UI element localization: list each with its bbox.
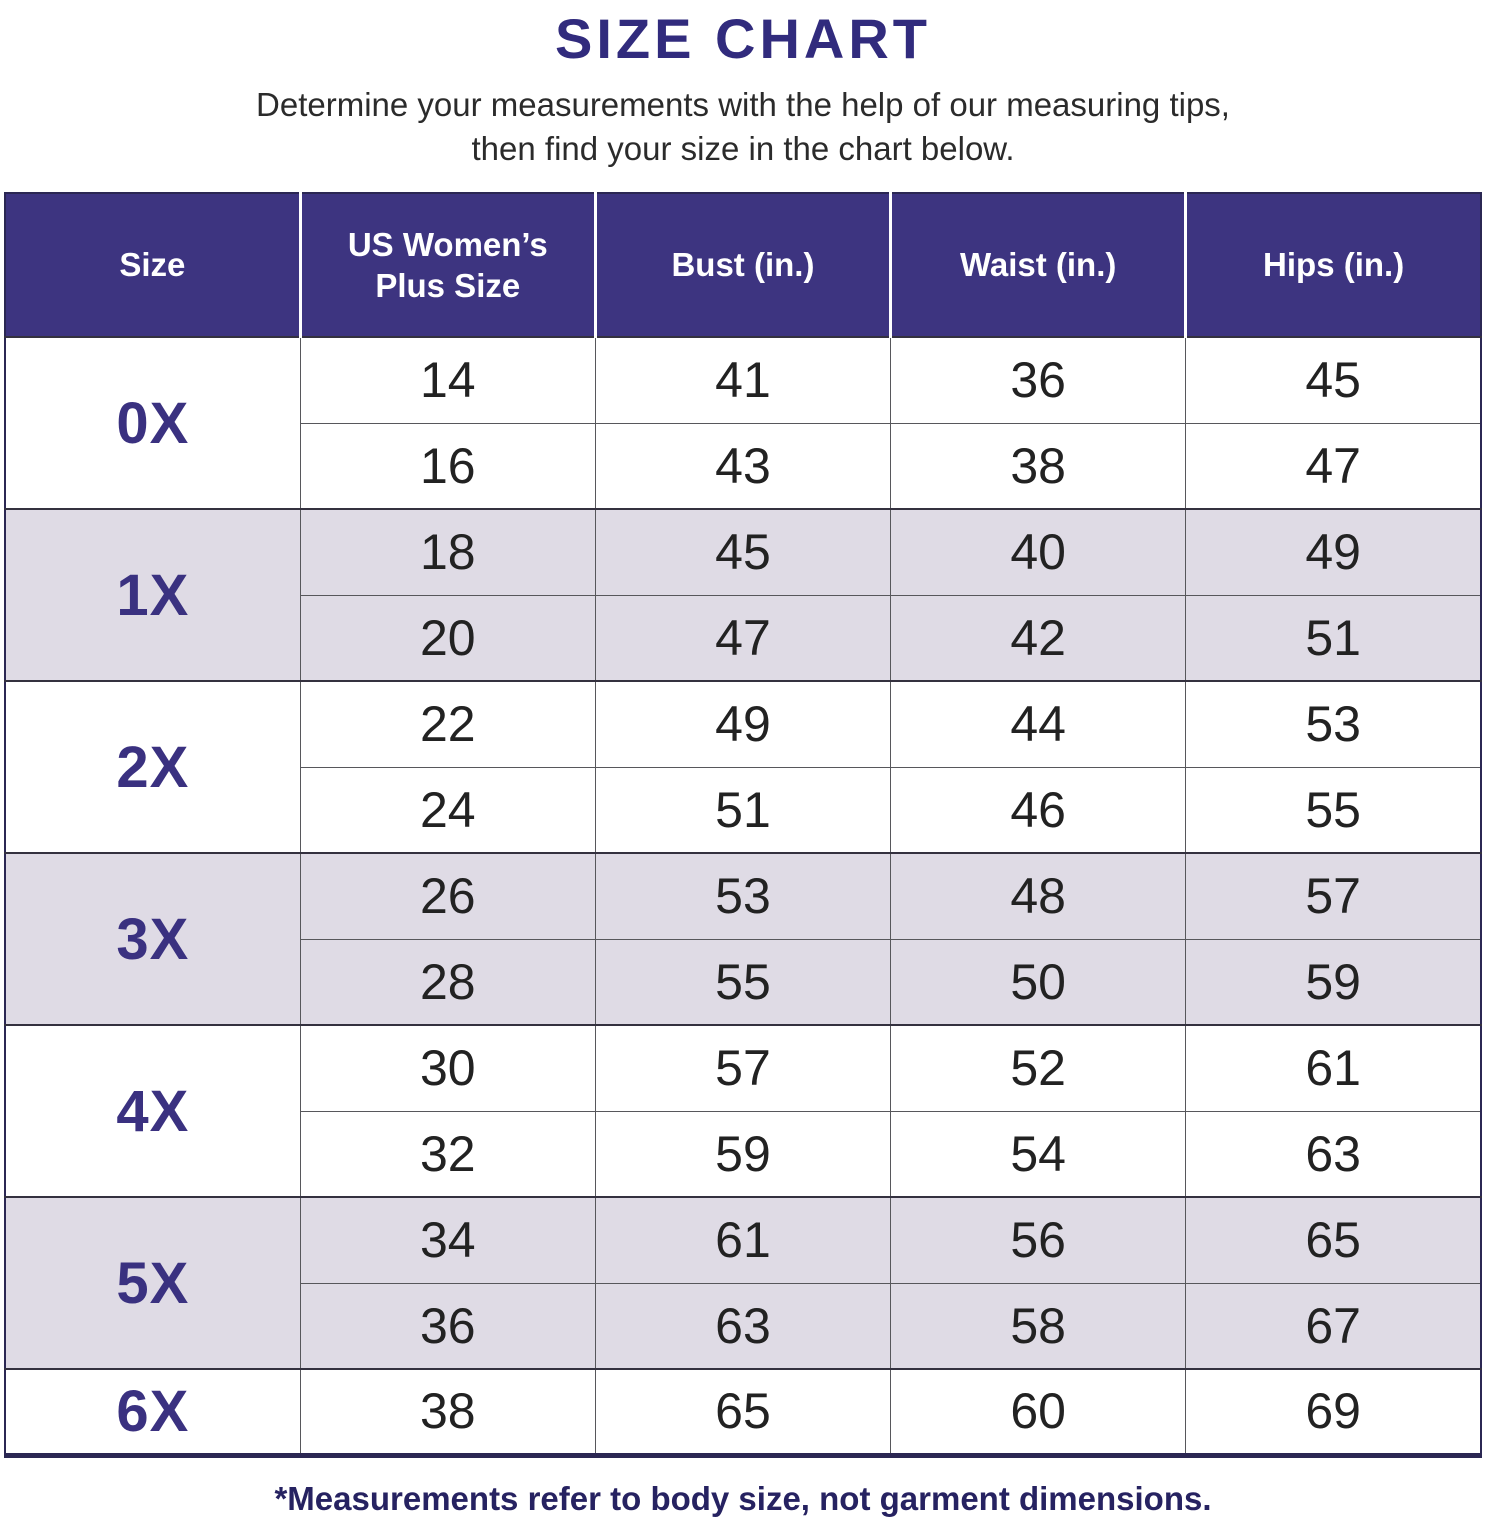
measurement-cell: 30 xyxy=(299,1024,596,1112)
table-row: 16 43 38 47 xyxy=(5,422,1482,510)
measurement-cell: 53 xyxy=(594,852,892,940)
size-group-label: 0X xyxy=(4,336,301,510)
column-header-waist: Waist (in.) xyxy=(889,193,1186,339)
size-group-label: 3X xyxy=(4,852,301,1026)
measurement-cell: 47 xyxy=(1185,422,1482,510)
table-row: 24 51 46 55 xyxy=(5,766,1482,854)
measurement-cell: 57 xyxy=(594,1024,892,1112)
size-table-body: 0X 14 41 36 45 16 43 38 47 1X 18 45 40 49 20 47 42 51 2X 22… xyxy=(4,336,1482,1456)
measurement-cell: 63 xyxy=(594,1282,892,1370)
measurement-cell: 34 xyxy=(299,1196,596,1284)
measurement-cell: 60 xyxy=(890,1368,1187,1456)
measurement-cell: 56 xyxy=(890,1196,1187,1284)
measurement-cell: 65 xyxy=(594,1368,892,1456)
measurement-cell: 47 xyxy=(594,594,892,682)
measurement-cell: 67 xyxy=(1185,1282,1482,1370)
measurement-cell: 38 xyxy=(890,422,1187,510)
table-row: 32 59 54 63 xyxy=(5,1110,1482,1198)
measurement-cell: 55 xyxy=(1185,766,1482,854)
subtitle-line-2: then find your size in the chart below. xyxy=(471,129,1015,167)
measurement-cell: 53 xyxy=(1185,680,1482,768)
measurement-cell: 20 xyxy=(299,594,596,682)
measurement-cell: 36 xyxy=(890,336,1187,424)
measurement-cell: 14 xyxy=(299,336,596,424)
measurement-cell: 45 xyxy=(1185,336,1482,424)
measurement-cell: 63 xyxy=(1185,1110,1482,1198)
measurement-cell: 24 xyxy=(299,766,596,854)
table-row: 1X 18 45 40 49 xyxy=(4,508,1482,682)
measurement-cell: 16 xyxy=(299,422,596,510)
table-row: 6X 38 65 60 69 xyxy=(4,1368,1482,1456)
table-row: 20 47 42 51 xyxy=(5,594,1482,682)
measurement-cell: 28 xyxy=(299,938,596,1026)
measurement-cell: 59 xyxy=(594,1110,892,1198)
table-row: 36 63 58 67 xyxy=(5,1282,1482,1370)
measurement-cell: 61 xyxy=(594,1196,892,1284)
column-header-hips: Hips (in.) xyxy=(1184,193,1481,339)
page-title: SIZE CHART xyxy=(555,7,931,70)
size-group-label: 4X xyxy=(4,1024,301,1198)
table-row: 5X 34 61 56 65 xyxy=(4,1196,1482,1370)
measurement-cell: 65 xyxy=(1185,1196,1482,1284)
measurement-cell: 48 xyxy=(890,852,1187,940)
measurement-cell: 44 xyxy=(890,680,1187,768)
size-group-label: 1X xyxy=(4,508,301,682)
measurement-cell: 49 xyxy=(594,680,892,768)
subtitle-line-1: Determine your measurements with the hel… xyxy=(256,86,1230,123)
measurement-cell: 51 xyxy=(1185,594,1482,682)
measurement-cell: 36 xyxy=(299,1282,596,1370)
measurement-cell: 50 xyxy=(890,938,1187,1026)
measurement-cell: 43 xyxy=(594,422,892,510)
measurement-cell: 69 xyxy=(1185,1368,1482,1456)
size-group-label: 6X xyxy=(4,1368,301,1456)
measurement-cell: 61 xyxy=(1185,1024,1482,1112)
table-row: 4X 30 57 52 61 xyxy=(4,1024,1482,1198)
size-group-label: 2X xyxy=(4,680,301,854)
measurement-cell: 26 xyxy=(299,852,596,940)
measurement-cell: 54 xyxy=(890,1110,1187,1198)
column-header-us-plus-size: US Women’s Plus Size xyxy=(298,193,596,339)
measurement-cell: 52 xyxy=(890,1024,1187,1112)
measurement-cell: 40 xyxy=(890,508,1187,596)
table-row: 3X 26 53 48 57 xyxy=(4,852,1482,1026)
measurement-cell: 55 xyxy=(594,938,892,1026)
measurement-cell: 46 xyxy=(890,766,1187,854)
table-row: 0X 14 41 36 45 xyxy=(4,336,1482,510)
measurement-cell: 42 xyxy=(890,594,1187,682)
measurement-cell: 51 xyxy=(594,766,892,854)
measurement-cell: 49 xyxy=(1185,508,1482,596)
table-header-row: Size US Women’s Plus Size Bust (in.) Wai… xyxy=(5,193,1481,339)
subtitle: Determine your measurements with the hel… xyxy=(0,83,1486,170)
table-row: 2X 22 49 44 53 xyxy=(4,680,1482,854)
measurement-cell: 45 xyxy=(594,508,892,596)
measurement-cell: 22 xyxy=(299,680,596,768)
measurement-cell: 41 xyxy=(594,336,892,424)
measurement-cell: 57 xyxy=(1185,852,1482,940)
column-header-size: Size xyxy=(5,193,301,339)
column-header-bust: Bust (in.) xyxy=(593,193,891,339)
size-group-label: 5X xyxy=(4,1196,301,1370)
measurement-cell: 59 xyxy=(1185,938,1482,1026)
footnote: *Measurements refer to body size, not ga… xyxy=(274,1479,1212,1517)
measurement-cell: 38 xyxy=(299,1368,596,1456)
size-table: Size US Women’s Plus Size Bust (in.) Wai… xyxy=(4,192,1482,1458)
measurement-cell: 32 xyxy=(299,1110,596,1198)
measurement-cell: 18 xyxy=(299,508,596,596)
measurement-cell: 58 xyxy=(890,1282,1187,1370)
